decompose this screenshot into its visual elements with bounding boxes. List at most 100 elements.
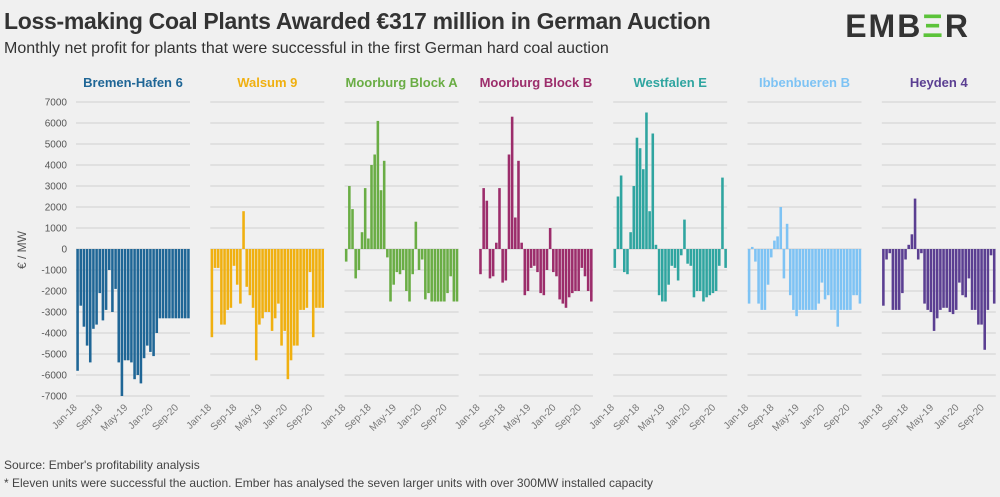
bar (695, 249, 699, 291)
panel-westfalen-e: Westfalen EJan-18Sep-18May-19Jan-20Sep-2… (588, 75, 728, 434)
bar (155, 249, 159, 333)
bar (574, 249, 577, 291)
panel-title: Moorburg Block B (480, 75, 593, 90)
bar (149, 249, 152, 352)
bar (223, 249, 226, 325)
bar (635, 137, 639, 249)
bar (286, 249, 290, 380)
bar (571, 249, 574, 294)
bar (142, 249, 146, 359)
bar (901, 249, 904, 294)
bar (152, 249, 155, 357)
bar (449, 249, 452, 277)
panel-bremen-hafen-6: Bremen-Hafen 6Jan-18Sep-18May-19Jan-20Se… (50, 75, 190, 434)
bar (845, 249, 849, 310)
bar (661, 249, 664, 302)
logo-text-end: R (944, 8, 970, 44)
bar (983, 249, 986, 350)
bar (348, 186, 351, 249)
bar (888, 249, 891, 254)
bar (989, 249, 993, 256)
x-tick-label: Sep-20 (956, 402, 987, 433)
bar (164, 249, 168, 319)
bar (948, 249, 952, 312)
bar (299, 249, 302, 310)
bar (370, 165, 373, 249)
bar (951, 249, 955, 315)
bar (773, 240, 776, 249)
bar (724, 249, 727, 268)
bar (616, 196, 620, 249)
bar (970, 249, 974, 310)
bar (638, 148, 642, 249)
bar (111, 249, 114, 312)
bar (769, 249, 773, 258)
bar (382, 160, 386, 249)
y-tick-label: 3000 (45, 182, 68, 193)
bar (354, 249, 357, 279)
bar (210, 249, 214, 338)
bar (517, 160, 520, 249)
bar (177, 249, 181, 319)
bar (485, 200, 489, 249)
bar (98, 249, 102, 294)
logo-text-main: EMB (845, 8, 923, 44)
bar (855, 249, 859, 296)
bar (392, 249, 395, 285)
bar (321, 249, 324, 308)
x-tick-label: Sep-20 (688, 402, 719, 433)
bar (270, 249, 274, 331)
bar (351, 209, 354, 249)
x-tick-label: May-19 (99, 402, 131, 434)
bar (446, 249, 449, 294)
bar (529, 249, 533, 268)
bar (289, 249, 293, 361)
bar (139, 249, 143, 384)
bar (526, 249, 530, 291)
bar (830, 249, 833, 310)
bar (92, 249, 95, 329)
bar (651, 133, 655, 249)
bar (414, 221, 418, 249)
bar (590, 249, 593, 302)
bar (935, 249, 939, 319)
y-tick-label: 1000 (45, 224, 68, 235)
bar (254, 249, 258, 361)
bar (283, 249, 286, 331)
bar (586, 249, 590, 291)
bar (107, 249, 111, 270)
bar (583, 249, 587, 277)
bar (882, 249, 885, 306)
bar (977, 249, 980, 325)
bar (248, 249, 252, 296)
bar (747, 249, 751, 304)
bar (849, 249, 852, 310)
bar (229, 249, 233, 308)
bar (344, 249, 348, 262)
bar (145, 249, 149, 346)
bar (555, 249, 558, 277)
bar (183, 249, 187, 319)
bar (443, 249, 446, 302)
bar (501, 249, 504, 283)
bar (360, 232, 364, 249)
bar (699, 249, 702, 291)
bar (245, 249, 248, 287)
y-tick-label: -3000 (41, 308, 67, 319)
bar (820, 249, 824, 283)
bar (945, 249, 948, 308)
bar (455, 249, 459, 302)
bar (811, 249, 814, 310)
panel-moorburg-block-b: Moorburg Block BJan-18Sep-18May-19Jan-20… (453, 75, 593, 434)
bar (539, 249, 542, 294)
bar (439, 249, 443, 302)
bar (171, 249, 174, 319)
y-tick-label: -7000 (41, 392, 67, 403)
bar (79, 249, 83, 306)
bar (123, 249, 127, 361)
chart-title: Loss-making Coal Plants Awarded €317 mil… (4, 8, 711, 34)
bar (95, 249, 98, 325)
bar (376, 120, 380, 250)
bar (424, 249, 427, 300)
